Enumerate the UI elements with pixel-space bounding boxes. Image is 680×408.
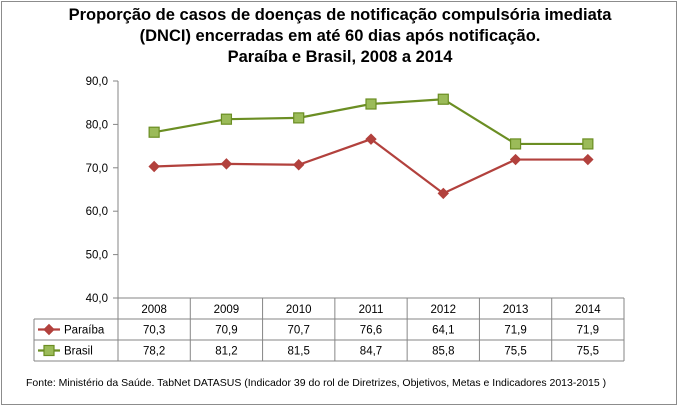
- x-tick-label: 2014: [575, 304, 601, 316]
- y-tick-label: 90,0: [86, 76, 108, 88]
- title-line-2: (DNCI) encerradas em até 60 dias após no…: [139, 27, 541, 45]
- x-tick-label: 2012: [430, 304, 456, 316]
- data-label: 71,9: [577, 325, 599, 337]
- legend-marker: [43, 323, 55, 336]
- y-tick-label: 70,0: [86, 163, 108, 175]
- data-point: [365, 133, 377, 145]
- x-tick-label: 2010: [286, 304, 312, 316]
- data-point: [148, 126, 160, 138]
- source-note: Fonte: Ministério da Saúde. TabNet DATAS…: [26, 377, 607, 389]
- data-label: 70,3: [143, 325, 165, 337]
- data-point: [220, 158, 233, 170]
- data-point: [437, 93, 449, 105]
- data-point: [437, 187, 449, 200]
- data-label: 75,5: [577, 346, 599, 358]
- data-point: [509, 138, 522, 150]
- y-tick-label: 50,0: [86, 250, 108, 262]
- data-point: [148, 160, 160, 173]
- data-label: 70,9: [215, 325, 237, 337]
- data-label: 75,5: [504, 346, 526, 358]
- data-point: [293, 159, 305, 171]
- data-label: 85,8: [432, 346, 454, 358]
- data-point: [293, 112, 305, 124]
- data-point: [582, 138, 594, 150]
- y-tick-label: 60,0: [86, 206, 108, 218]
- x-tick-label: 2009: [214, 304, 240, 316]
- data-label: 71,9: [504, 325, 526, 337]
- data-point: [509, 153, 522, 166]
- y-tick-label: 40,0: [86, 293, 108, 305]
- series-line-paraíba: [154, 137, 588, 195]
- data-label: 81,5: [288, 346, 310, 358]
- data-label: 78,2: [143, 346, 165, 358]
- data-label: 70,7: [288, 325, 310, 337]
- legend-marker: [43, 344, 55, 357]
- x-tick-label: 2013: [503, 304, 529, 316]
- data-point: [365, 98, 377, 110]
- title-line-1: Proporção de casos de doenças de notific…: [68, 6, 612, 24]
- data-point: [220, 113, 233, 125]
- title-line-3: Paraíba e Brasil, 2008 a 2014: [227, 48, 453, 66]
- data-label: 76,6: [360, 325, 382, 337]
- data-point: [582, 153, 594, 166]
- data-label: 84,7: [360, 346, 382, 358]
- legend-label: Brasil: [64, 346, 93, 358]
- chart-title: Proporção de casos de doenças de notific…: [0, 5, 680, 68]
- legend-label: Paraíba: [64, 325, 105, 337]
- x-tick-label: 2008: [141, 304, 167, 316]
- x-tick-label: 2011: [359, 304, 384, 316]
- data-label: 64,1: [432, 325, 454, 337]
- y-tick-label: 80,0: [86, 119, 108, 131]
- data-label: 81,2: [215, 346, 237, 358]
